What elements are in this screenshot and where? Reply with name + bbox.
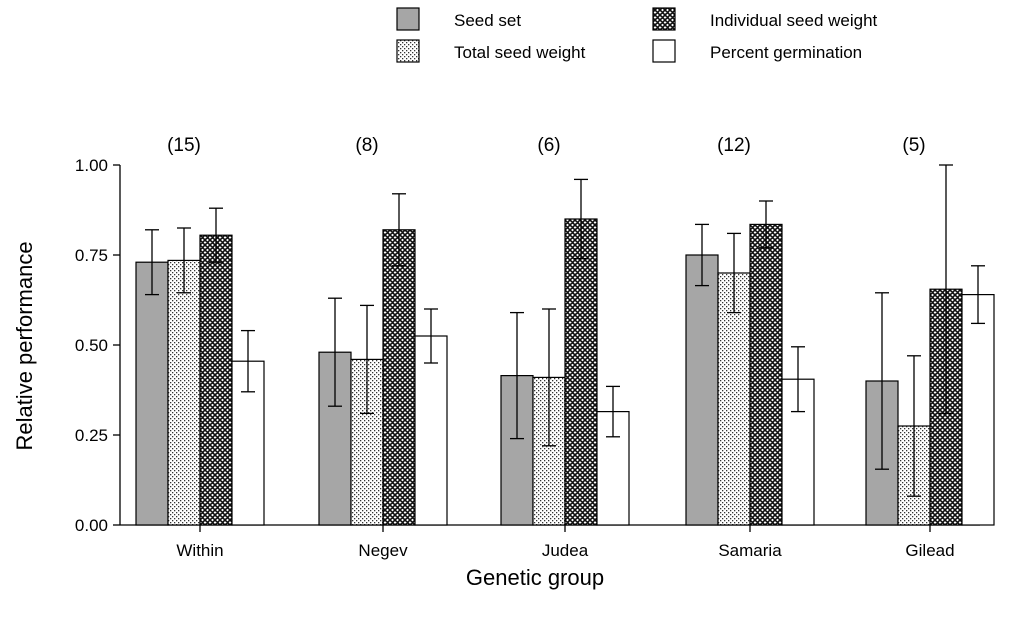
bar-total-seed-weight-within	[167, 259, 201, 526]
error-bar-percent-germination-negev	[424, 308, 438, 364]
legend-swatch-percent-germination	[652, 39, 676, 63]
error-bar-individual-seed-weight-gilead	[939, 164, 953, 415]
sample-size-label-samaria: (12)	[717, 135, 751, 156]
y-tick-label: 0.50	[75, 336, 108, 355]
error-bar-individual-seed-weight-within	[209, 207, 223, 263]
bar-seed-set-within	[135, 261, 169, 526]
bar-total-seed-weight-samaria	[717, 272, 751, 526]
bar-percent-germination-gilead	[961, 294, 995, 526]
category-label-gilead: Gilead	[905, 541, 954, 560]
error-bar-total-seed-weight-gilead	[907, 355, 921, 497]
bar-individual-seed-weight-within	[199, 234, 233, 526]
error-bar-seed-set-negev	[328, 297, 342, 407]
error-bar-seed-set-samaria	[695, 223, 709, 287]
legend-label-seed-set: Seed set	[454, 11, 521, 30]
bar-individual-seed-weight-negev	[382, 229, 416, 526]
bar-seed-set-samaria	[685, 254, 719, 526]
error-bars	[145, 164, 985, 497]
error-bar-seed-set-judea	[510, 311, 524, 440]
bar-individual-seed-weight-judea	[564, 218, 598, 526]
category-label-samaria: Samaria	[718, 541, 782, 560]
y-tick-label: 0.75	[75, 246, 108, 265]
error-bar-percent-germination-judea	[606, 385, 620, 438]
category-label-within: Within	[176, 541, 223, 560]
error-bar-individual-seed-weight-judea	[574, 178, 588, 260]
error-bar-total-seed-weight-samaria	[727, 232, 741, 314]
bars	[135, 218, 995, 526]
sample-size-label-within: (15)	[167, 135, 201, 156]
error-bar-seed-set-gilead	[875, 292, 889, 470]
error-bar-seed-set-within	[145, 229, 159, 296]
y-tick-label: 1.00	[75, 156, 108, 175]
legend-swatch-individual-seed-weight	[652, 7, 676, 31]
y-tick-label: 0.00	[75, 516, 108, 535]
error-bar-percent-germination-gilead	[971, 265, 985, 325]
sample-size-label-judea: (6)	[537, 135, 560, 156]
bar-individual-seed-weight-samaria	[749, 223, 783, 526]
legend-label-individual-seed-weight: Individual seed weight	[710, 11, 878, 30]
y-tick-label: 0.25	[75, 426, 108, 445]
y-axis-title: Relative performance	[12, 241, 37, 450]
error-bar-total-seed-weight-judea	[542, 308, 556, 447]
error-bar-total-seed-weight-negev	[360, 304, 374, 415]
legend-label-total-seed-weight: Total seed weight	[454, 43, 586, 62]
sample-size-label-negev: (8)	[355, 135, 378, 156]
error-bar-percent-germination-samaria	[791, 346, 805, 413]
category-label-negev: Negev	[358, 541, 408, 560]
error-bar-total-seed-weight-within	[177, 227, 191, 294]
bar-percent-germination-negev	[414, 335, 448, 526]
legend-label-percent-germination: Percent germination	[710, 43, 862, 62]
error-bar-percent-germination-within	[241, 329, 255, 393]
legend-swatch-total-seed-weight	[396, 39, 420, 63]
error-bar-individual-seed-weight-samaria	[759, 200, 773, 249]
category-label-judea: Judea	[542, 541, 589, 560]
labels: 0.00 0.25 0.50 0.75 1.00 Within (15) Negev (8) Ju…	[75, 135, 955, 560]
x-axis-title: Genetic group	[466, 565, 604, 590]
legend-swatch-seed-set	[396, 7, 420, 31]
sample-size-label-gilead: (5)	[902, 135, 925, 156]
error-bar-individual-seed-weight-negev	[392, 193, 406, 267]
legend: Seed set Total seed weight Individual se…	[396, 7, 878, 63]
